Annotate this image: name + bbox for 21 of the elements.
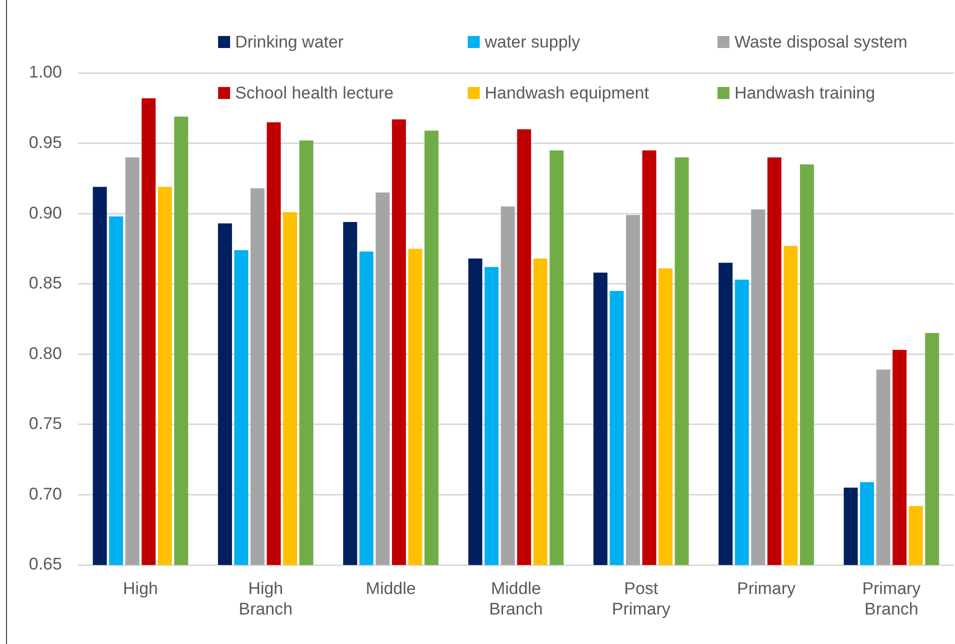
legend-label: Handwash equipment <box>484 84 650 103</box>
y-tick-label: 0.75 <box>28 414 62 434</box>
x-tick-label: Primary <box>737 578 796 598</box>
x-tick-label: Post Primary <box>612 578 671 618</box>
y-tick-label: 0.85 <box>28 274 62 293</box>
legend-label: School health lecture <box>235 84 394 103</box>
legend-label: Waste disposal system <box>734 32 908 52</box>
y-tick-label: 0.95 <box>28 132 62 152</box>
legend-label: Drinking water <box>235 32 344 52</box>
x-tick-label: High Branch <box>238 578 293 618</box>
y-tick-label: 0.65 <box>28 554 62 574</box>
x-tick-label: Middle Branch <box>489 578 543 618</box>
legend-label: water supply <box>484 32 581 52</box>
y-tick-label: 0.70 <box>28 484 62 504</box>
y-tick-label: 0.80 <box>28 344 62 363</box>
x-tick-label: Middle <box>366 578 416 598</box>
y-tick-label: 0.90 <box>28 203 62 222</box>
x-tick-label: High <box>123 578 158 598</box>
legend-label: Handwash training <box>734 84 876 103</box>
x-tick-label: Primary Branch <box>862 578 922 618</box>
y-tick-label: 1.00 <box>28 62 62 82</box>
